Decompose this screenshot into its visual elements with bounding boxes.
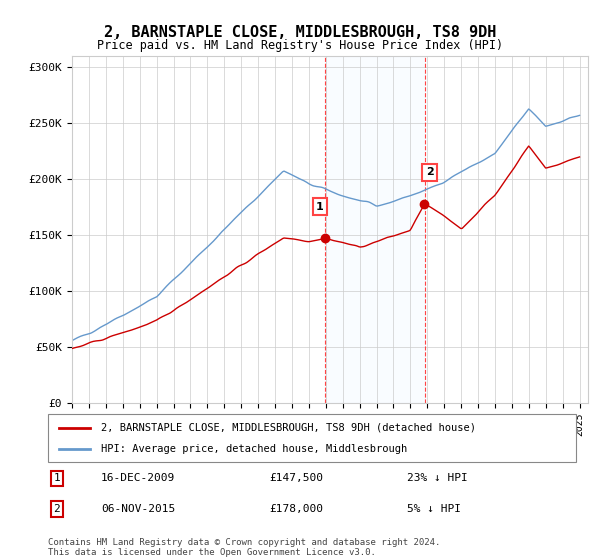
Text: £178,000: £178,000 <box>270 504 324 514</box>
Text: HPI: Average price, detached house, Middlesbrough: HPI: Average price, detached house, Midd… <box>101 444 407 454</box>
Text: 5% ↓ HPI: 5% ↓ HPI <box>407 504 461 514</box>
Text: £147,500: £147,500 <box>270 473 324 483</box>
Text: 06-NOV-2015: 06-NOV-2015 <box>101 504 175 514</box>
Text: 23% ↓ HPI: 23% ↓ HPI <box>407 473 468 483</box>
Text: 2, BARNSTAPLE CLOSE, MIDDLESBROUGH, TS8 9DH (detached house): 2, BARNSTAPLE CLOSE, MIDDLESBROUGH, TS8 … <box>101 423 476 433</box>
Text: 2, BARNSTAPLE CLOSE, MIDDLESBROUGH, TS8 9DH: 2, BARNSTAPLE CLOSE, MIDDLESBROUGH, TS8 … <box>104 25 496 40</box>
Text: 2: 2 <box>426 167 434 178</box>
FancyBboxPatch shape <box>48 414 576 462</box>
Text: 16-DEC-2009: 16-DEC-2009 <box>101 473 175 483</box>
Text: Price paid vs. HM Land Registry's House Price Index (HPI): Price paid vs. HM Land Registry's House … <box>97 39 503 52</box>
Text: 1: 1 <box>316 202 324 212</box>
Text: 2: 2 <box>53 504 60 514</box>
Bar <box>325 56 425 403</box>
Text: 1: 1 <box>53 473 60 483</box>
Text: Contains HM Land Registry data © Crown copyright and database right 2024.
This d: Contains HM Land Registry data © Crown c… <box>48 538 440 557</box>
